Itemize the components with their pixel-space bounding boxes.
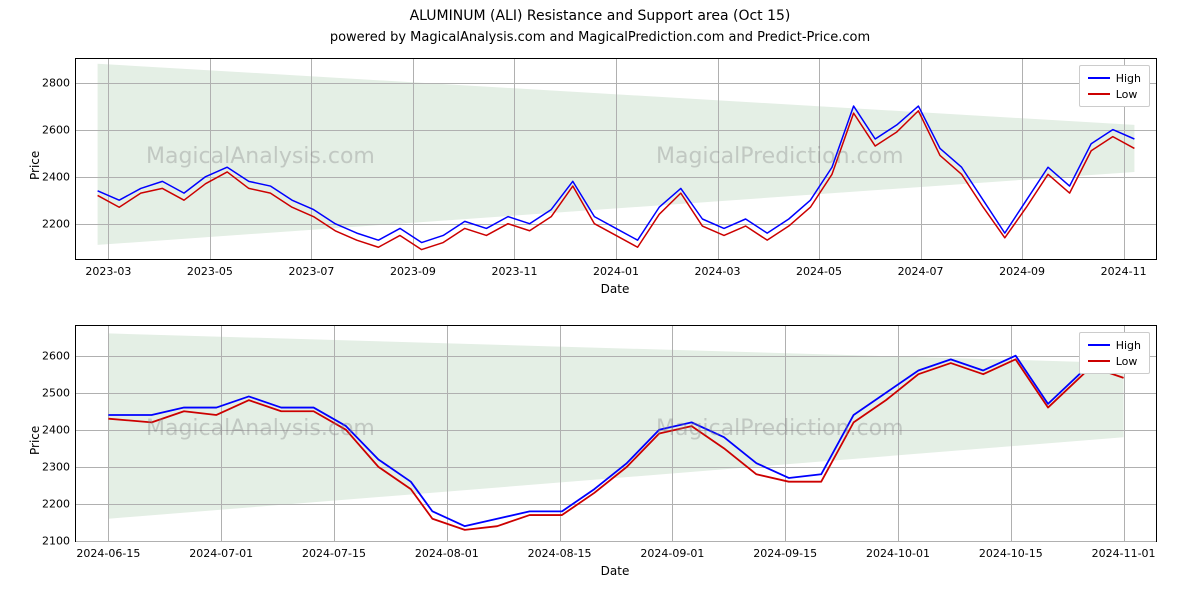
x-tick-label: 2024-07-15	[302, 541, 366, 560]
bottom-x-axis-label: Date	[75, 564, 1155, 578]
x-tick-label: 2024-11	[1101, 259, 1147, 278]
bottom-chart-panel: MagicalAnalysis.com MagicalPrediction.co…	[75, 325, 1157, 542]
x-tick-label: 2023-03	[85, 259, 131, 278]
series-low	[108, 359, 1123, 530]
top-series-svg	[76, 59, 1156, 259]
legend-swatch	[1088, 93, 1110, 95]
bottom-series-svg	[76, 326, 1156, 541]
x-tick-label: 2024-11-01	[1092, 541, 1156, 560]
top-chart-panel: MagicalAnalysis.com MagicalPrediction.co…	[75, 58, 1157, 260]
x-tick-label: 2024-10-15	[979, 541, 1043, 560]
y-tick-label: 2500	[42, 386, 76, 399]
top-y-axis-label: Price	[28, 151, 42, 180]
x-tick-label: 2024-09	[999, 259, 1045, 278]
y-tick-label: 2400	[42, 423, 76, 436]
x-tick-label: 2024-05	[796, 259, 842, 278]
x-tick-label: 2024-09-15	[753, 541, 817, 560]
bottom-legend: High Low	[1079, 332, 1150, 374]
x-tick-label: 2023-09	[390, 259, 436, 278]
series-high	[98, 106, 1135, 242]
legend-swatch	[1088, 344, 1110, 346]
y-tick-label: 2200	[42, 497, 76, 510]
legend-swatch	[1088, 77, 1110, 79]
y-tick-label: 2300	[42, 460, 76, 473]
chart-subtitle: powered by MagicalAnalysis.com and Magic…	[0, 30, 1200, 45]
x-tick-label: 2024-03	[695, 259, 741, 278]
x-tick-label: 2024-09-01	[640, 541, 704, 560]
x-tick-label: 2024-08-15	[528, 541, 592, 560]
bottom-y-axis-label: Price	[28, 426, 42, 455]
x-tick-label: 2024-01	[593, 259, 639, 278]
x-tick-label: 2024-06-15	[76, 541, 140, 560]
x-tick-label: 2024-07	[898, 259, 944, 278]
x-tick-label: 2024-10-01	[866, 541, 930, 560]
legend-item-low: Low	[1088, 86, 1141, 102]
x-tick-label: 2023-05	[187, 259, 233, 278]
y-tick-label: 2200	[42, 217, 76, 230]
y-tick-label: 2400	[42, 170, 76, 183]
x-tick-label: 2023-07	[288, 259, 334, 278]
y-tick-label: 2600	[42, 123, 76, 136]
legend-item-high: High	[1088, 337, 1141, 353]
legend-label: High	[1116, 339, 1141, 352]
legend-label: High	[1116, 72, 1141, 85]
top-legend: High Low	[1079, 65, 1150, 107]
legend-item-high: High	[1088, 70, 1141, 86]
x-tick-label: 2023-11	[491, 259, 537, 278]
chart-title: ALUMINUM (ALI) Resistance and Support ar…	[0, 8, 1200, 24]
legend-label: Low	[1116, 355, 1138, 368]
legend-item-low: Low	[1088, 353, 1141, 369]
top-x-axis-label: Date	[75, 282, 1155, 296]
series-high	[108, 356, 1123, 527]
x-tick-label: 2024-07-01	[189, 541, 253, 560]
legend-swatch	[1088, 360, 1110, 362]
y-tick-label: 2800	[42, 76, 76, 89]
figure: ALUMINUM (ALI) Resistance and Support ar…	[0, 0, 1200, 600]
y-tick-label: 2600	[42, 349, 76, 362]
legend-label: Low	[1116, 88, 1138, 101]
y-tick-label: 2100	[42, 535, 76, 548]
x-tick-label: 2024-08-01	[415, 541, 479, 560]
